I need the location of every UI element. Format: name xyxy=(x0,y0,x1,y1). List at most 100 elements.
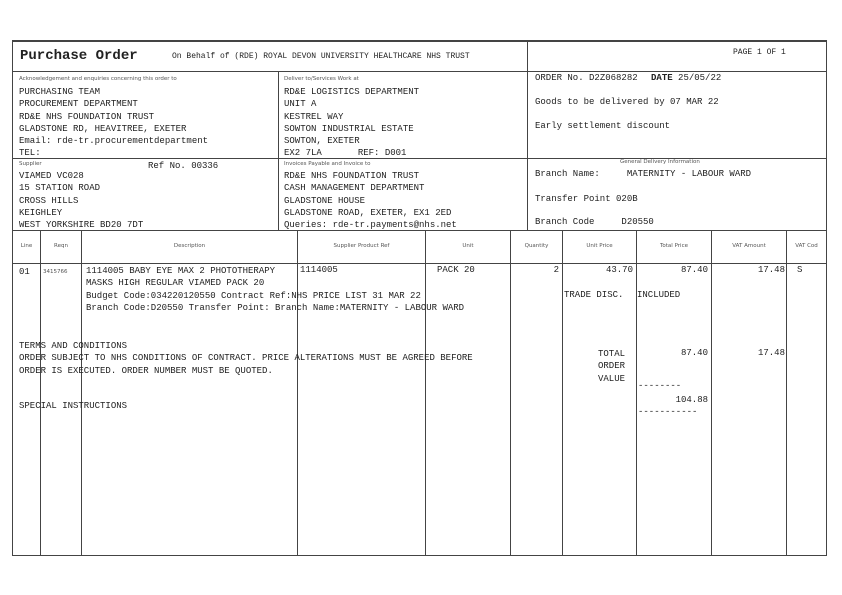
divider xyxy=(12,230,826,231)
header-total-price: Total Price xyxy=(659,243,688,249)
frame-right xyxy=(826,40,827,556)
divider xyxy=(278,71,279,231)
deliver-label: Deliver to/Services Work at xyxy=(284,76,359,82)
header-unit-price: Unit Price xyxy=(586,243,613,249)
row-vat-amount: 17.48 xyxy=(757,265,785,275)
deliver-postcode: EX2 7LA xyxy=(284,148,322,159)
col-line xyxy=(40,230,41,555)
supplier-line: KEIGHLEY xyxy=(19,207,63,218)
desc-line: 1114005 BABY EYE MAX 2 PHOTOTHERAPY xyxy=(86,266,276,276)
delivery-info-label: General Delivery Information xyxy=(620,159,700,165)
total-vat: 17.48 xyxy=(757,348,785,358)
row-line: 01 xyxy=(19,267,30,277)
order-date: 25/05/22 xyxy=(678,73,722,83)
total-label-line: TOTAL xyxy=(598,349,626,359)
total-separator: -------- xyxy=(638,381,682,391)
row-supplier-ref: 1114005 xyxy=(300,265,338,275)
terms-line: ORDER SUBJECT TO NHS CONDITIONS OF CONTR… xyxy=(19,353,473,364)
terms-line: ORDER IS EXECUTED. ORDER NUMBER MUST BE … xyxy=(19,365,273,376)
deliver-line: SOWTON INDUSTRIAL ESTATE xyxy=(284,123,414,134)
row-quantity: 2 xyxy=(553,265,559,275)
header-unit: Unit xyxy=(462,243,474,249)
col-line xyxy=(711,230,712,555)
header-vat-code: VAT Cod xyxy=(795,243,818,249)
total-label-line: ORDER xyxy=(598,361,626,372)
row-description: 1114005 BABY EYE MAX 2 PHOTOTHERAPY MASK… xyxy=(86,265,464,314)
early-settlement: Early settlement discount xyxy=(535,121,671,131)
supplier-label: Supplier xyxy=(19,161,42,167)
col-line xyxy=(786,230,787,555)
ack-line: GLADSTONE RD, HEAVITREE, EXETER xyxy=(19,123,187,134)
invoice-line: CASH MANAGEMENT DEPARTMENT xyxy=(284,183,425,194)
supplier-line: CROSS HILLS xyxy=(19,195,79,206)
supplier-line: VIAMED VC028 xyxy=(19,171,84,181)
branch-code: Branch Code D20550 xyxy=(535,217,654,227)
order-no: D2Z068282 xyxy=(589,73,638,83)
terms-block: TERMS AND CONDITIONS ORDER SUBJECT TO NH… xyxy=(19,340,473,377)
header-description: Description xyxy=(173,243,206,249)
document-title: Purchase Order xyxy=(20,48,138,64)
ack-line: RD&E NHS FOUNDATION TRUST xyxy=(19,111,155,122)
col-line xyxy=(510,230,511,555)
branch-name: Branch Name: MATERNITY - LABOUR WARD xyxy=(535,169,752,179)
header-vat-amount: VAT Amount xyxy=(732,243,766,249)
total-order-value-label: TOTAL ORDER VALUE xyxy=(598,348,625,385)
col-line xyxy=(297,230,298,555)
frame-top xyxy=(12,40,826,42)
col-line xyxy=(81,230,82,555)
row-vat-code: S xyxy=(797,265,803,275)
invoice-address: RD&E NHS FOUNDATION TRUST CASH MANAGEMEN… xyxy=(284,170,457,231)
supplier-address: VIAMED VC028 15 STATION ROAD CROSS HILLS… xyxy=(19,170,143,231)
supplier-line: WEST YORKSHIRE BD20 7DT xyxy=(19,220,144,231)
divider xyxy=(12,158,826,159)
desc-line: MASKS HIGH REGULAR VIAMED PACK 20 xyxy=(86,278,265,289)
deliver-line: RD&E LOGISTICS DEPARTMENT xyxy=(284,87,420,97)
ack-line: PURCHASING TEAM xyxy=(19,87,101,97)
date-label: DATE xyxy=(651,73,673,83)
desc-budget: Budget Code:034220120550 Contract Ref:NH… xyxy=(86,290,421,301)
terms-title: TERMS AND CONDITIONS xyxy=(19,341,128,351)
on-behalf-of: On Behalf of (RDE) ROYAL DEVON UNIVERSIT… xyxy=(172,52,470,61)
header-quantity: Quantity xyxy=(524,243,549,249)
trade-discount: TRADE DISC. xyxy=(564,290,624,300)
ack-tel: TEL: xyxy=(19,148,41,159)
supplier-ref: Ref No. 00336 xyxy=(148,161,219,171)
special-instructions: SPECIAL INSTRUCTIONS xyxy=(19,401,128,411)
frame-bottom xyxy=(12,555,827,556)
grand-total: 104.88 xyxy=(675,395,708,405)
invoice-queries: Queries: rde-tr.payments@nhs.net xyxy=(284,220,457,231)
transfer-point: Transfer Point 020B xyxy=(535,194,638,204)
ack-line: PROCUREMENT DEPARTMENT xyxy=(19,99,138,110)
deliver-line: SOWTON, EXETER xyxy=(284,136,360,147)
frame-left xyxy=(12,40,13,556)
total-label-line: VALUE xyxy=(598,373,626,384)
trade-discount-included: INCLUDED xyxy=(637,290,681,300)
ack-email: Email: rde-tr.procurementdepartment xyxy=(19,136,209,147)
header-reqn: Reqn xyxy=(54,243,68,249)
col-line xyxy=(425,230,426,555)
order-no-label: ORDER No. xyxy=(535,73,584,83)
desc-branch: Branch Code:D20550 Transfer Point: Branc… xyxy=(86,302,465,313)
supplier-line: 15 STATION ROAD xyxy=(19,183,101,194)
row-total-price: 87.40 xyxy=(680,265,708,275)
divider xyxy=(12,71,826,72)
invoice-line: RD&E NHS FOUNDATION TRUST xyxy=(284,171,420,181)
row-unit: PACK 20 xyxy=(437,265,475,275)
order-number-row: ORDER No. D2Z068282 DATE 25/05/22 xyxy=(535,73,721,83)
deliver-line: UNIT A xyxy=(284,99,317,110)
deliver-address: RD&E LOGISTICS DEPARTMENT UNIT A KESTREL… xyxy=(284,86,419,160)
row-reqn: 3415766 xyxy=(43,269,68,275)
row-unit-price: 43.70 xyxy=(605,265,633,275)
header-line: Line xyxy=(20,243,33,249)
col-line xyxy=(562,230,563,555)
invoice-line: GLADSTONE ROAD, EXETER, EX1 2ED xyxy=(284,207,452,218)
divider xyxy=(12,263,826,264)
ack-address: PURCHASING TEAM PROCUREMENT DEPARTMENT R… xyxy=(19,86,208,160)
goods-delivered-by: Goods to be delivered by 07 MAR 22 xyxy=(535,97,719,107)
page-number: PAGE 1 OF 1 xyxy=(733,48,786,57)
deliver-line: KESTREL WAY xyxy=(284,111,344,122)
divider xyxy=(527,40,528,71)
invoice-label: Invoices Payable and Invoice to xyxy=(284,161,371,167)
total-separator-bottom: ----------- xyxy=(638,407,698,417)
